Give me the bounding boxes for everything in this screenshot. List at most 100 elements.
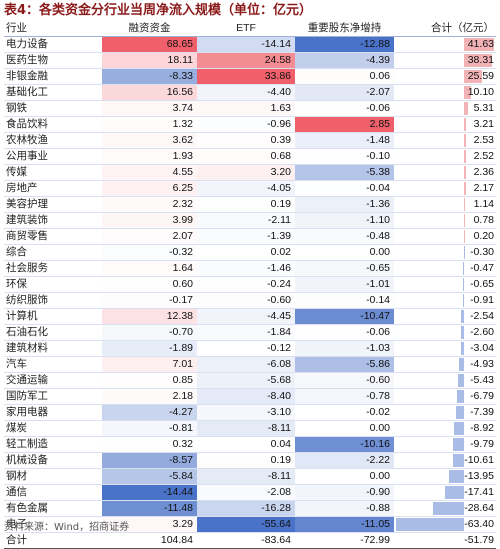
shareholder-cell: 2.85 [295, 117, 394, 133]
industry-name: 基础化工 [4, 85, 102, 101]
total-cell: 5.31 [394, 101, 496, 117]
industry-name: 国防军工 [4, 389, 102, 405]
total-cell: -2.60 [394, 325, 496, 341]
shareholder-cell: -1.01 [295, 277, 394, 293]
etf-cell: -55.64 [197, 517, 295, 533]
total-cell: 25.59 [394, 69, 496, 85]
etf-cell: -6.08 [197, 357, 295, 373]
etf-cell: 0.19 [197, 197, 295, 213]
total-bar [458, 374, 464, 387]
etf-cell: -2.08 [197, 485, 295, 501]
total-cell: 41.63 [394, 37, 496, 53]
total-value: 25.59 [468, 70, 494, 82]
financing-cell: 18.11 [102, 53, 197, 69]
industry-name: 医药生物 [4, 53, 102, 69]
total-bar [464, 214, 465, 227]
shareholder-cell: -12.88 [295, 37, 394, 53]
industry-name: 通信 [4, 485, 102, 501]
industry-name: 建筑材料 [4, 341, 102, 357]
total-value: 0.78 [474, 214, 494, 226]
industry-name: 煤炭 [4, 421, 102, 437]
total-cell: 10.10 [394, 85, 496, 101]
table-row: 建筑材料-1.89-0.12-1.03-3.04 [4, 341, 496, 357]
total-cell: 2.17 [394, 181, 496, 197]
etf-cell: -3.10 [197, 405, 295, 421]
total-cell: 2.52 [394, 149, 496, 165]
financing-cell: -8.33 [102, 69, 197, 85]
total-sum: -51.79 [394, 533, 496, 549]
etf-cell: -16.28 [197, 501, 295, 517]
total-value: -6.79 [470, 390, 494, 402]
total-value: 0.20 [474, 230, 494, 242]
etf-cell: -14.14 [197, 37, 295, 53]
total-cell: -28.64 [394, 501, 496, 517]
total-bar [433, 502, 464, 515]
etf-cell: -1.46 [197, 261, 295, 277]
total-value: -0.30 [470, 246, 494, 258]
etf-cell: 1.63 [197, 101, 295, 117]
industry-name: 传媒 [4, 165, 102, 181]
total-bar [445, 486, 464, 499]
financing-cell: -5.84 [102, 469, 197, 485]
header-total: 合计（亿元） [394, 21, 496, 37]
financing-cell: -0.32 [102, 245, 197, 261]
financing-cell: 68.65 [102, 37, 197, 53]
shareholder-cell: -1.03 [295, 341, 394, 357]
total-cell: -8.92 [394, 421, 496, 437]
etf-cell: -5.68 [197, 373, 295, 389]
financing-cell: -0.81 [102, 421, 197, 437]
financing-cell: -0.17 [102, 293, 197, 309]
shareholder-cell: -2.07 [295, 85, 394, 101]
industry-name: 美容护理 [4, 197, 102, 213]
industry-name: 农林牧渔 [4, 133, 102, 149]
financing-cell: 1.64 [102, 261, 197, 277]
financing-cell: 3.62 [102, 133, 197, 149]
industry-name: 机械设备 [4, 453, 102, 469]
financing-cell: -14.44 [102, 485, 197, 501]
industry-name: 交通运输 [4, 373, 102, 389]
shareholder-cell: -11.05 [295, 517, 394, 533]
industry-name: 商贸零售 [4, 229, 102, 245]
total-cell: -0.65 [394, 277, 496, 293]
total-cell: -0.30 [394, 245, 496, 261]
total-bar [459, 358, 464, 371]
table-row: 石油石化-0.70-1.84-0.06-2.60 [4, 325, 496, 341]
financing-cell: 4.55 [102, 165, 197, 181]
total-value: 1.14 [474, 198, 494, 210]
etf-cell: -0.12 [197, 341, 295, 357]
etf-cell: 33.86 [197, 69, 295, 85]
financing-cell: -11.48 [102, 501, 197, 517]
industry-name: 非银金融 [4, 69, 102, 85]
total-value: -7.39 [470, 406, 494, 418]
total-shareholder: -72.99 [295, 533, 394, 549]
etf-cell: -1.84 [197, 325, 295, 341]
etf-cell: 0.68 [197, 149, 295, 165]
total-bar [464, 182, 466, 195]
total-cell: 2.36 [394, 165, 496, 181]
total-bar [464, 102, 468, 115]
shareholder-cell: -0.06 [295, 101, 394, 117]
shareholder-cell: -10.47 [295, 309, 394, 325]
total-value: -28.64 [464, 502, 494, 514]
etf-cell: 0.39 [197, 133, 295, 149]
financing-cell: -1.89 [102, 341, 197, 357]
total-cell: -0.47 [394, 261, 496, 277]
total-cell: -13.95 [394, 469, 496, 485]
industry-name: 钢材 [4, 469, 102, 485]
etf-cell: -2.11 [197, 213, 295, 229]
total-cell: -63.40 [394, 517, 496, 533]
total-value: -2.60 [470, 326, 494, 338]
financing-cell: 0.32 [102, 437, 197, 453]
